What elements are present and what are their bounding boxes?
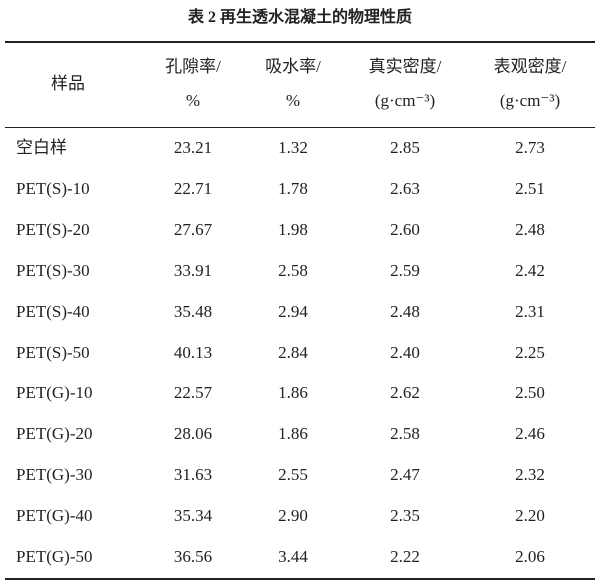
sample-name: PET(G)-50 [16,547,93,566]
table-cell: 2.06 [515,547,545,566]
table-cell: 1.32 [278,138,308,157]
table-cell: 2.63 [390,178,420,198]
table-cell: 2.47 [390,465,420,485]
header-rule [5,127,595,128]
table-cell: 27.67 [173,219,213,239]
sample-name: PET(G)-40 [16,506,93,526]
table-cell: 1.86 [278,383,308,403]
table-cell: 2.85 [390,138,420,157]
table-cell: 1.86 [278,424,308,444]
table-cell: 2.20 [515,506,545,526]
table-cell: 22.71 [173,178,213,198]
table-cell: 2.40 [390,342,420,362]
table-cell: 23.21 [173,138,213,157]
sample-name: PET(S)-10 [16,178,90,198]
sample-name: PET(S)-40 [16,301,90,321]
top-rule [5,41,595,43]
table-cell: 1.98 [278,219,308,239]
table-cell: 1.78 [278,178,308,198]
sample-name: 空白样 [16,138,67,157]
table-cell: 31.63 [173,465,213,485]
table-cell: 2.84 [278,342,308,362]
table-cell: 2.42 [515,260,545,280]
table-cell: 2.50 [515,383,545,403]
table-cell: 2.60 [390,219,420,239]
table-cell: 2.25 [515,342,545,362]
table-cell: 2.90 [278,506,308,526]
table-cell: 2.94 [278,301,308,321]
sample-name: PET(G)-30 [16,465,93,485]
table-cell: 40.13 [173,342,213,362]
table-cell: 35.34 [173,506,213,526]
table-cell: 2.48 [390,301,420,321]
table-cell: 2.58 [278,260,308,280]
table-cell: 2.55 [278,465,308,485]
sample-name: PET(G)-10 [16,383,93,403]
sample-name: PET(S)-30 [16,260,90,280]
sample-name: PET(S)-20 [16,219,90,239]
table-cell: 2.35 [390,506,420,526]
table-cell: 2.31 [515,301,545,321]
table-cell: 2.59 [390,260,420,280]
header-cell: % [185,91,201,110]
table-cell: 2.51 [515,178,545,198]
table-cell: 2.46 [515,424,545,444]
table-cell: 2.32 [515,465,545,485]
table-cell: 2.73 [515,138,545,157]
table-cell: 2.62 [390,383,420,403]
header-cell: (g·cm⁻³) [374,91,436,110]
bottom-rule [5,578,595,580]
table-cell: 2.48 [515,219,545,239]
table-cell: 2.58 [390,424,420,444]
table-cell: 28.06 [173,424,213,444]
table-cell: 33.91 [173,260,213,280]
header-cell: 表观密度/ [493,57,567,76]
table-cell: 35.48 [173,301,213,321]
header-cell: 吸水率/ [265,57,321,76]
header-cell: 孔隙率/ [165,57,221,76]
table-cell: 22.57 [173,383,213,403]
table-cell: 3.44 [278,547,308,566]
header-cell: (g·cm⁻³) [499,91,561,110]
header-cell: 真实密度/ [368,57,442,76]
header-cell: 样品 [51,74,85,93]
sample-name: PET(G)-20 [16,424,93,444]
sample-name: PET(S)-50 [16,342,90,362]
header-cell: % [285,91,301,110]
table-title: 表 2 再生透水混凝土的物理性质 [187,9,413,26]
table-cell: 2.22 [390,547,420,566]
table-cell: 36.56 [173,547,213,566]
